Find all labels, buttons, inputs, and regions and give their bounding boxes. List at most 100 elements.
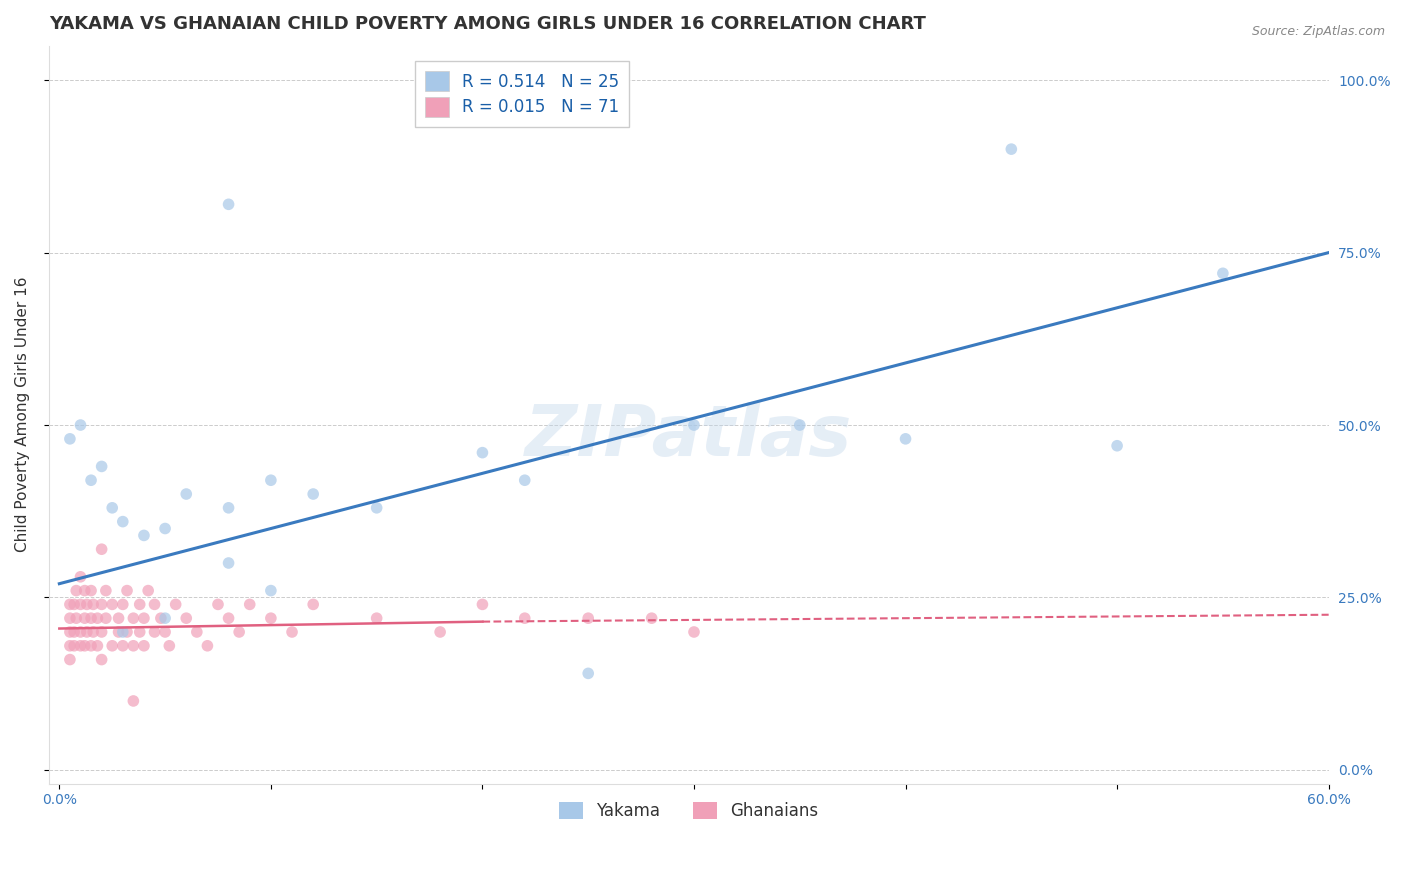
Point — [65, 611, 87, 625]
Point — [260, 473, 283, 487]
Point — [143, 625, 166, 640]
Point — [1107, 439, 1129, 453]
Point — [80, 611, 103, 625]
Point — [1000, 142, 1022, 156]
Point — [132, 639, 155, 653]
Point — [122, 611, 145, 625]
Point — [471, 445, 494, 459]
Point — [65, 583, 87, 598]
Point — [111, 598, 134, 612]
Point — [207, 598, 229, 612]
Point — [1212, 266, 1234, 280]
Legend: Yakama, Ghanaians: Yakama, Ghanaians — [553, 796, 825, 827]
Point — [143, 598, 166, 612]
Point — [128, 625, 150, 640]
Point — [302, 487, 325, 501]
Point — [153, 611, 176, 625]
Point — [90, 598, 112, 612]
Point — [115, 625, 138, 640]
Point — [73, 583, 96, 598]
Point — [69, 598, 91, 612]
Point — [86, 611, 108, 625]
Point — [86, 639, 108, 653]
Point — [132, 611, 155, 625]
Point — [94, 611, 117, 625]
Point — [281, 625, 304, 640]
Point — [174, 611, 197, 625]
Point — [157, 639, 180, 653]
Point — [186, 625, 208, 640]
Point — [107, 611, 129, 625]
Point — [640, 611, 662, 625]
Point — [366, 500, 388, 515]
Point — [122, 639, 145, 653]
Point — [101, 598, 124, 612]
Point — [218, 197, 240, 211]
Point — [894, 432, 917, 446]
Point — [101, 500, 124, 515]
Point — [59, 639, 82, 653]
Point — [165, 598, 187, 612]
Point — [218, 500, 240, 515]
Point — [576, 666, 599, 681]
Point — [69, 418, 91, 433]
Point — [366, 611, 388, 625]
Point — [90, 652, 112, 666]
Point — [149, 611, 172, 625]
Point — [239, 598, 262, 612]
Point — [260, 583, 283, 598]
Text: Source: ZipAtlas.com: Source: ZipAtlas.com — [1251, 25, 1385, 38]
Point — [69, 625, 91, 640]
Point — [94, 583, 117, 598]
Point — [59, 625, 82, 640]
Point — [63, 598, 86, 612]
Point — [111, 639, 134, 653]
Point — [260, 611, 283, 625]
Point — [218, 611, 240, 625]
Point — [683, 625, 706, 640]
Point — [90, 459, 112, 474]
Point — [90, 625, 112, 640]
Point — [59, 652, 82, 666]
Point — [90, 542, 112, 557]
Point — [683, 418, 706, 433]
Point — [101, 639, 124, 653]
Point — [513, 473, 536, 487]
Point — [471, 598, 494, 612]
Point — [153, 522, 176, 536]
Point — [136, 583, 159, 598]
Point — [63, 625, 86, 640]
Point — [174, 487, 197, 501]
Y-axis label: Child Poverty Among Girls Under 16: Child Poverty Among Girls Under 16 — [15, 277, 30, 552]
Point — [69, 639, 91, 653]
Point — [576, 611, 599, 625]
Point — [76, 625, 98, 640]
Point — [80, 473, 103, 487]
Point — [513, 611, 536, 625]
Point — [111, 515, 134, 529]
Point — [107, 625, 129, 640]
Point — [76, 598, 98, 612]
Text: ZIPatlas: ZIPatlas — [524, 402, 852, 471]
Point — [73, 611, 96, 625]
Point — [228, 625, 250, 640]
Point — [132, 528, 155, 542]
Point — [80, 583, 103, 598]
Point — [59, 611, 82, 625]
Point — [82, 625, 104, 640]
Point — [115, 583, 138, 598]
Point — [128, 598, 150, 612]
Point — [302, 598, 325, 612]
Point — [218, 556, 240, 570]
Point — [122, 694, 145, 708]
Point — [63, 639, 86, 653]
Text: YAKAMA VS GHANAIAN CHILD POVERTY AMONG GIRLS UNDER 16 CORRELATION CHART: YAKAMA VS GHANAIAN CHILD POVERTY AMONG G… — [49, 15, 925, 33]
Point — [69, 570, 91, 584]
Point — [111, 625, 134, 640]
Point — [73, 639, 96, 653]
Point — [197, 639, 219, 653]
Point — [429, 625, 451, 640]
Point — [59, 432, 82, 446]
Point — [82, 598, 104, 612]
Point — [789, 418, 811, 433]
